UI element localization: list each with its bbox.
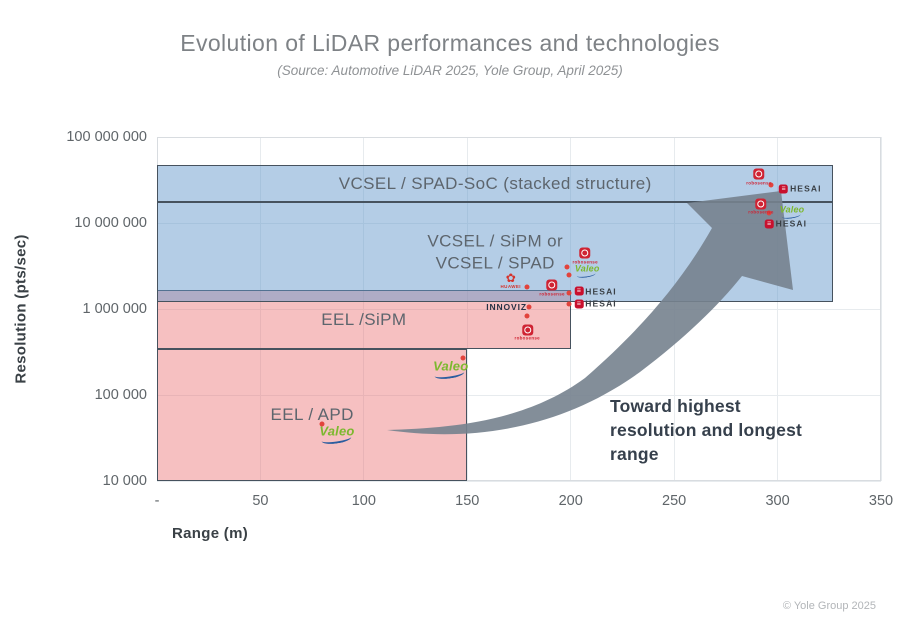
data-point — [564, 264, 570, 270]
logo-robosense: robosense — [748, 198, 773, 215]
logo-hesai: ≡ HESAI — [764, 218, 808, 229]
hesai-icon: ≡ — [764, 219, 774, 229]
gridline-horizontal — [157, 394, 881, 396]
x-axis-tick-label: 350 — [868, 493, 894, 509]
region-label-eel-sipm: EEL /SiPM — [321, 309, 407, 329]
y-axis-tick-label: 1 000 000 — [82, 301, 147, 317]
gridline-horizontal — [157, 480, 881, 482]
y-axis-tick-label: 100 000 000 — [66, 129, 147, 145]
logo-valeo: Valeo — [319, 423, 355, 446]
robosense-wordmark: robosense — [514, 335, 540, 341]
y-axis-tick-label: 10 000 000 — [74, 215, 147, 231]
page-subtitle: (Source: Automotive LiDAR 2025, Yole Gro… — [277, 63, 623, 78]
valeo-wordmark: Valeo — [779, 204, 805, 215]
logo-robosense: robosense — [515, 324, 540, 341]
logo-robosense: robosense — [572, 247, 598, 265]
robosense-icon — [753, 168, 765, 180]
huawei-icon: ✿ — [505, 271, 516, 286]
data-point — [319, 421, 325, 427]
gridline-horizontal — [157, 308, 881, 310]
robosense-icon — [579, 247, 591, 259]
logo-innoviz: INNOVIZ — [486, 303, 527, 312]
hesai-wordmark: HESAI — [585, 298, 617, 309]
valeo-wordmark: Valeo — [574, 263, 600, 274]
gridline-horizontal — [157, 222, 881, 224]
data-point — [526, 304, 532, 310]
x-axis-tick-label: 300 — [765, 493, 790, 509]
page-title: Evolution of LiDAR performances and tech… — [180, 30, 720, 56]
robosense-ring-icon — [755, 170, 763, 178]
data-point — [566, 301, 572, 307]
region-eel-sipm — [157, 290, 571, 350]
logo-robosense: robosense — [539, 279, 565, 297]
huawei-wordmark: HUAWEI — [500, 284, 521, 290]
robosense-ring-icon — [548, 281, 556, 289]
logo-hesai: ≡ HESAI — [574, 298, 617, 309]
annotation-toward: Toward highest resolution and longest rang… — [610, 394, 802, 466]
annotation-line: Toward highest — [610, 396, 741, 416]
data-point — [524, 284, 530, 290]
data-point — [566, 290, 572, 296]
region-vcsel-spad-soc — [157, 165, 834, 203]
y-axis-tick-label: 10 000 — [102, 473, 147, 489]
data-point — [460, 355, 466, 361]
data-point — [524, 313, 530, 319]
valeo-wordmark: Valeo — [433, 358, 469, 374]
robosense-ring-icon — [757, 200, 765, 208]
robosense-wordmark: robosense — [572, 259, 598, 265]
robosense-ring-icon — [523, 326, 531, 334]
y-axis-tick-label: 100 000 — [94, 387, 147, 403]
x-axis-tick-label: 100 — [351, 493, 376, 509]
x-axis-tick-label: 150 — [455, 493, 480, 509]
region-label-vcsel-spad-soc: VCSEL / SPAD-SoC (stacked structure) — [338, 173, 652, 193]
x-axis-title: Range (m) — [172, 525, 249, 542]
x-axis-tick-label: 50 — [252, 493, 269, 509]
robosense-wordmark: robosense — [748, 209, 774, 215]
y-axis-title: Resolution (pts/sec) — [12, 234, 30, 384]
logo-huawei: ✿ HUAWEI — [500, 271, 521, 290]
data-point — [566, 272, 572, 278]
hesai-wordmark: HESAI — [790, 183, 822, 194]
robosense-icon — [755, 198, 767, 210]
copyright: © Yole Group 2025 — [782, 600, 876, 612]
hesai-wordmark: HESAI — [775, 218, 808, 229]
hesai-wordmark: HESAI — [585, 286, 617, 297]
data-point — [766, 210, 772, 216]
logo-hesai: ≡ HESAI — [779, 183, 822, 194]
logo-valeo: Valeo — [433, 358, 469, 381]
robosense-icon — [521, 324, 533, 336]
region-label-vcsel-sipm-spad: VCSEL / SiPM or VCSEL / SPAD — [427, 231, 564, 273]
region-label-eel-apd: EEL / APD — [270, 405, 354, 425]
x-axis-tick-label: 200 — [558, 493, 583, 509]
region-eel-apd — [157, 349, 468, 481]
x-axis-tick-label: 250 — [662, 493, 687, 509]
innoviz-wordmark: INNOVIZ — [486, 301, 527, 312]
x-axis-tick-label: - — [154, 493, 160, 509]
robosense-wordmark: robosense — [746, 180, 772, 186]
hesai-icon: ≡ — [779, 184, 789, 194]
logo-hesai: ≡ HESAI — [574, 286, 617, 297]
gridline-vertical — [880, 137, 882, 481]
annotation-line: resolution and longest — [610, 420, 803, 440]
annotation-line: range — [610, 444, 659, 464]
robosense-ring-icon — [581, 249, 589, 257]
robosense-icon — [546, 279, 558, 291]
logo-valeo-sm: Valeo — [779, 204, 805, 220]
hesai-icon: ≡ — [574, 286, 584, 296]
data-point — [768, 182, 774, 188]
hesai-icon: ≡ — [574, 299, 584, 309]
logo-robosense: robosense — [746, 168, 772, 186]
valeo-wordmark: Valeo — [319, 423, 355, 439]
robosense-wordmark: robosense — [539, 291, 565, 297]
logo-valeo-sm: Valeo — [574, 263, 600, 279]
